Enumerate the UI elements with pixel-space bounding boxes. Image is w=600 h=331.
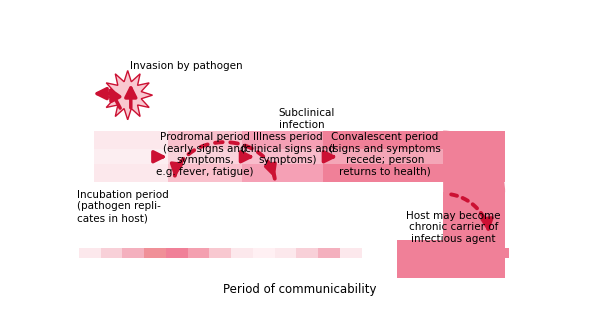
Bar	[397, 182, 443, 240]
Bar	[397, 248, 509, 258]
Bar	[340, 248, 362, 258]
Bar	[275, 248, 296, 258]
Bar	[296, 248, 318, 258]
Bar	[443, 131, 505, 182]
Bar	[323, 131, 443, 182]
Text: Period of communicability: Period of communicability	[223, 283, 377, 297]
Bar	[231, 248, 253, 258]
Text: Prodromal period
(early signs and
symptoms,
e.g. fever, fatigue): Prodromal period (early signs and sympto…	[157, 132, 254, 177]
Bar	[94, 131, 168, 182]
Bar	[166, 248, 188, 258]
Text: Invasion by pathogen: Invasion by pathogen	[130, 61, 242, 71]
Wedge shape	[397, 194, 443, 240]
Text: Incubation period
(pathogen repli-
cates in host): Incubation period (pathogen repli- cates…	[77, 190, 169, 223]
Bar	[144, 248, 166, 258]
Bar	[79, 248, 101, 258]
Bar	[443, 192, 505, 240]
Bar	[209, 248, 231, 258]
Bar	[94, 149, 443, 164]
Bar	[253, 248, 275, 258]
Polygon shape	[103, 71, 152, 120]
Text: Subclinical
infection: Subclinical infection	[279, 108, 335, 130]
Text: Convalescent period
(signs and symptoms
recede; person
returns to health): Convalescent period (signs and symptoms …	[329, 132, 441, 177]
Bar	[242, 131, 323, 182]
Bar	[188, 248, 209, 258]
Bar	[101, 248, 122, 258]
Text: Host may become
chronic carrier of
infectious agent: Host may become chronic carrier of infec…	[406, 211, 500, 244]
Bar	[122, 248, 144, 258]
Bar	[397, 240, 505, 278]
Bar	[168, 131, 242, 182]
Bar	[318, 248, 340, 258]
Wedge shape	[443, 131, 505, 192]
Text: Illness period
(clinical signs and
symptoms): Illness period (clinical signs and sympt…	[241, 132, 335, 165]
